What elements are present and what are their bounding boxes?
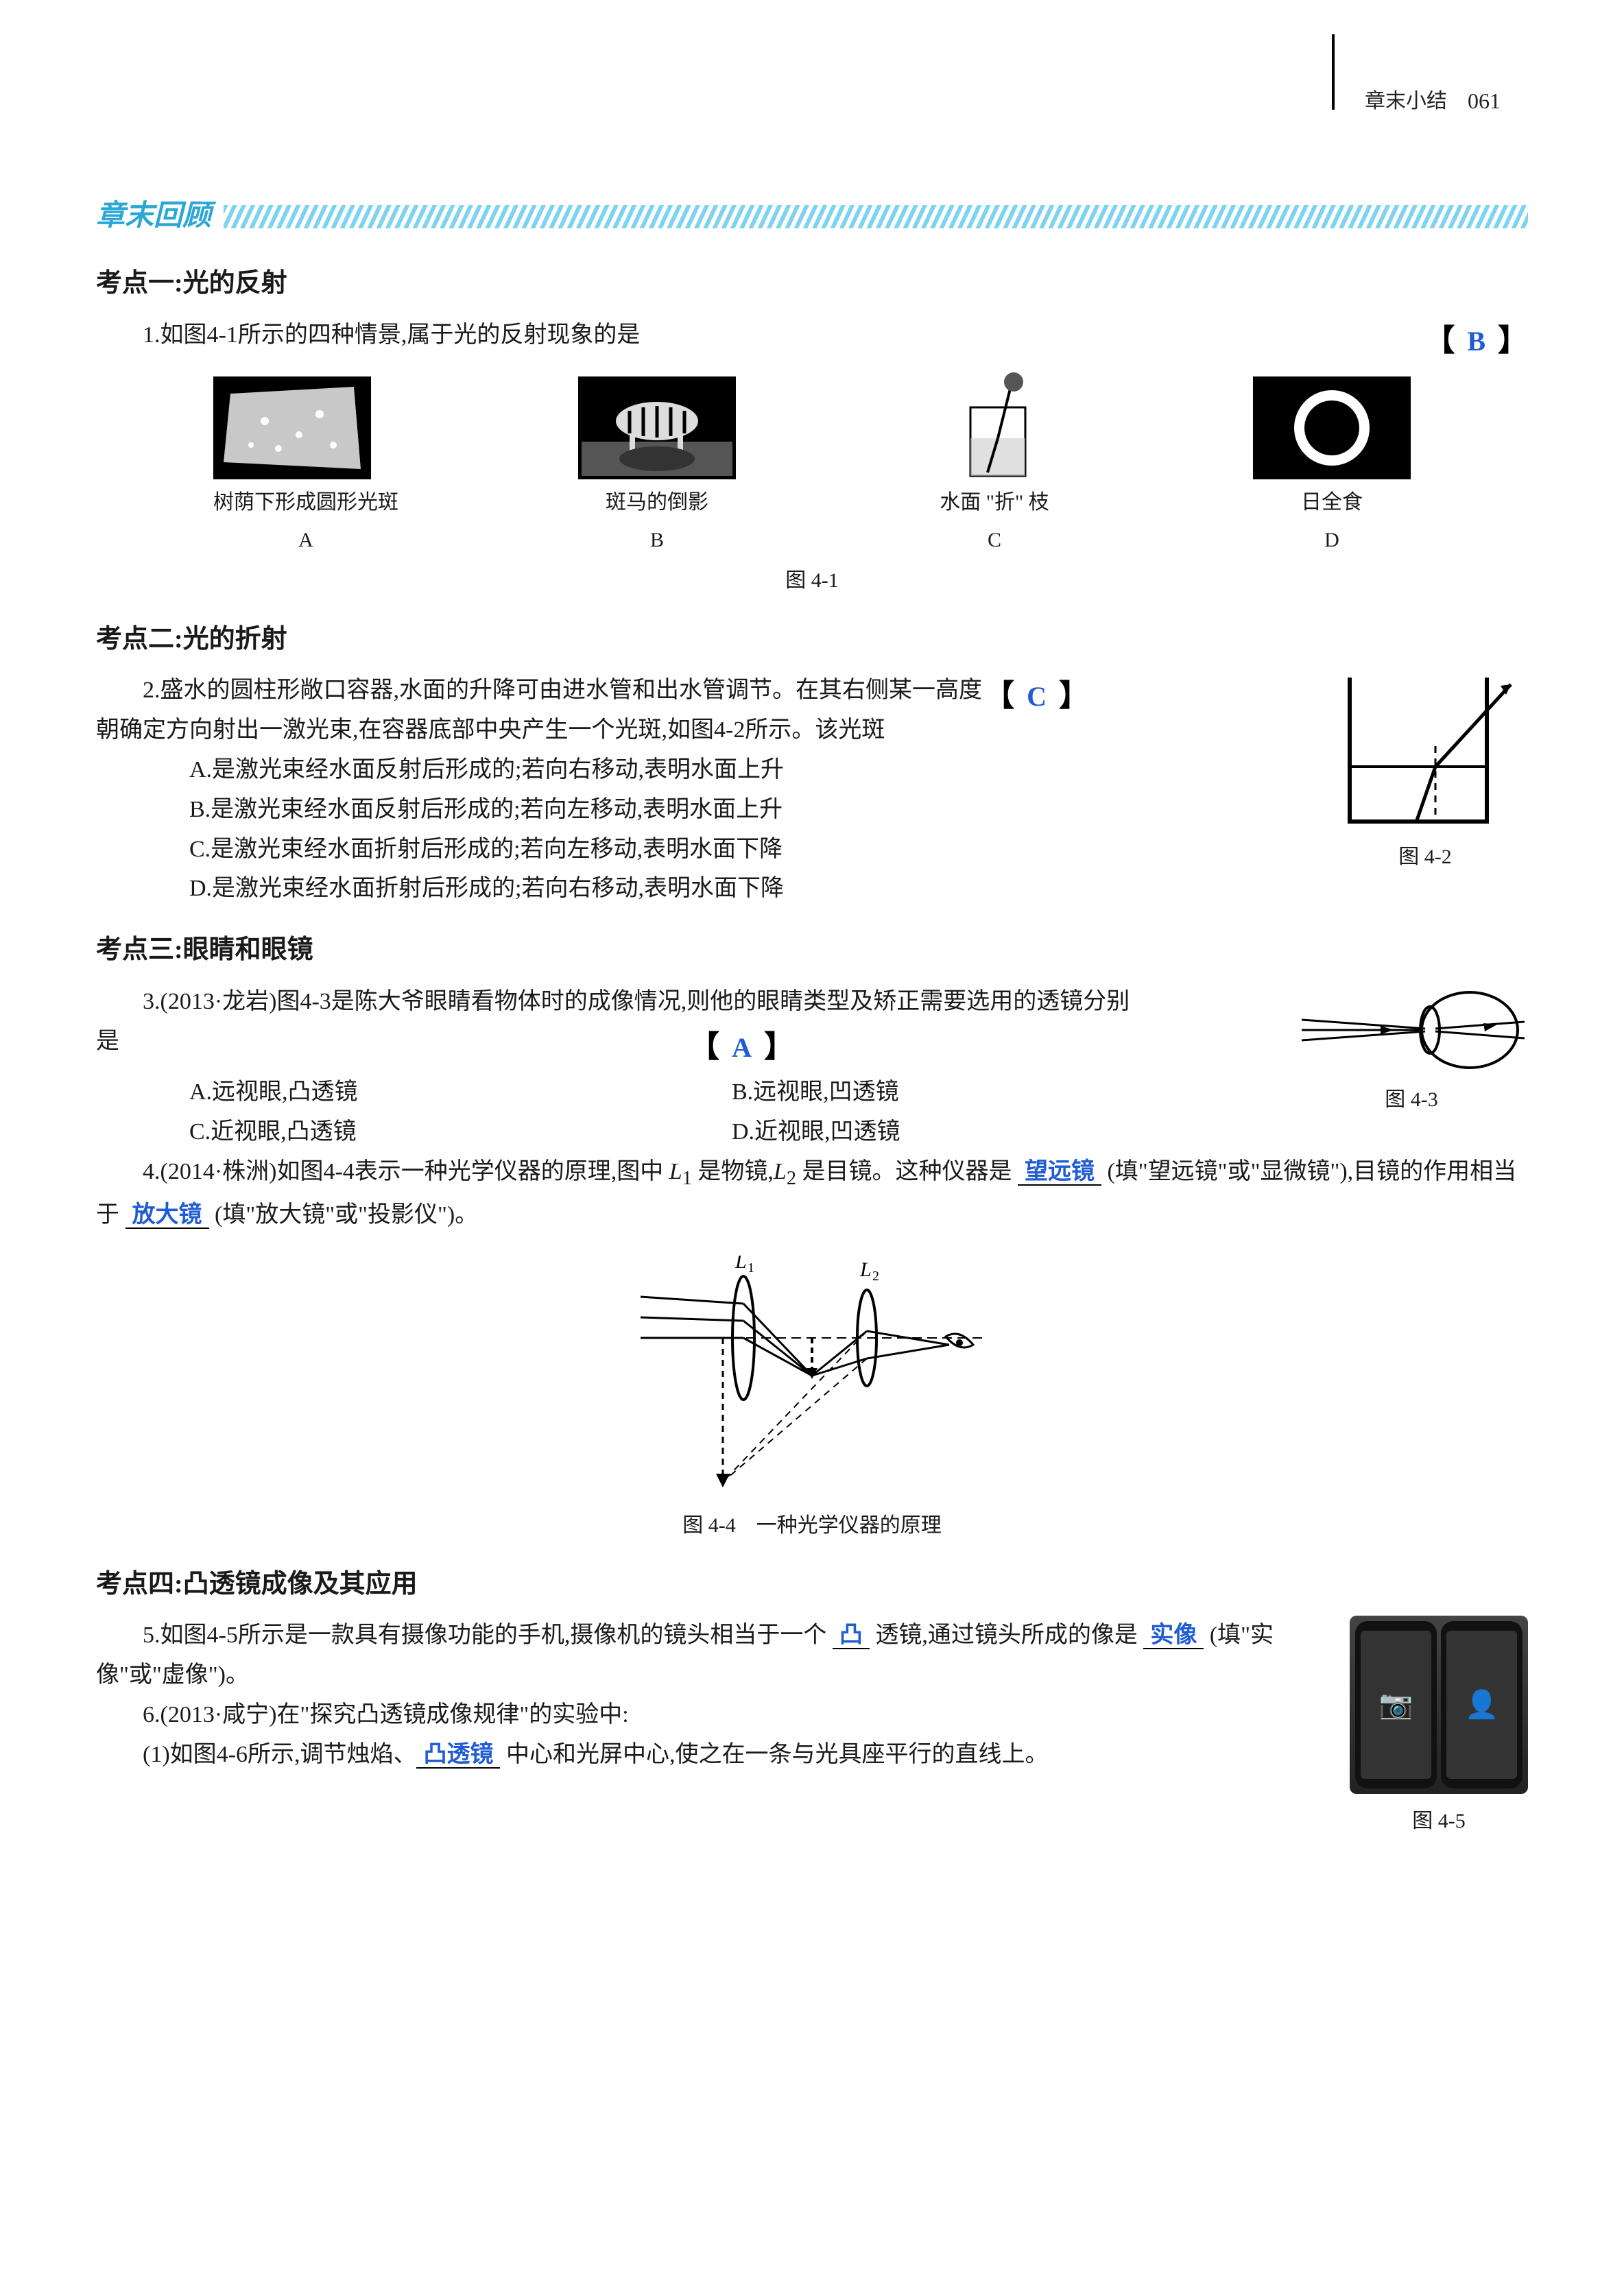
fig-a-caption: 树荫下形成圆形光斑 [213, 485, 398, 520]
q4-pre: 4.(2014·株洲)如图4-4表示一种光学仪器的原理,图中 [143, 1159, 669, 1184]
phone-left: 📷 [1355, 1621, 1437, 1788]
q5-pre: 5.如图4-5所示是一款具有摄像功能的手机,摄像机的镜头相当于一个 [143, 1623, 833, 1648]
zebra-reflection-icon [582, 380, 732, 476]
kaodian-4-title: 考点四:凸透镜成像及其应用 [96, 1562, 1528, 1607]
right-bracket: 】 [1059, 679, 1089, 713]
q3-optA: A.远视眼,凸透镜 [189, 1073, 732, 1112]
q1-answer: B [1461, 326, 1491, 357]
page-header: 章末小结 061 [1365, 82, 1501, 119]
fig-d: 日全食 D [1253, 376, 1411, 558]
q6-blank: 凸透镜 [416, 1742, 500, 1769]
q3-options: A.远视眼,凸透镜 C.近视眼,凸透镜 B.远视眼,凹透镜 D.近视眼,凹透镜 [189, 1073, 1274, 1152]
q3-stem-b: 是 [96, 1022, 119, 1062]
phone-right: 👤 [1441, 1621, 1522, 1788]
fig4-4-label: 图 4-4 一种光学仪器的原理 [96, 1508, 1528, 1543]
telescope-principle-icon: L1 L2 [634, 1256, 990, 1502]
eye-imaging-icon [1298, 982, 1525, 1078]
fig-b-caption: 斑马的倒影 [578, 485, 736, 520]
phone-photo-icon: 📷 👤 [1350, 1616, 1528, 1794]
chapter-label: 章末小结 [1365, 84, 1447, 119]
left-bracket: 【 [1424, 324, 1455, 357]
q3-row: 是 【 A 】 [96, 1022, 1274, 1073]
thumb-b [578, 376, 736, 479]
q5-blank1: 凸 [833, 1623, 870, 1649]
fig4-5-label: 图 4-5 [1350, 1804, 1528, 1839]
left-bracket: 【 [984, 679, 1014, 713]
right-bracket: 】 [1498, 324, 1528, 357]
q4-blank2: 放大镜 [126, 1202, 209, 1229]
q3-optD: D.近视眼,凹透镜 [732, 1112, 1274, 1152]
kaodian-1-title: 考点一:光的反射 [96, 261, 1528, 306]
left-bracket: 【 [689, 1030, 719, 1064]
fig4-2-label: 图 4-2 [1322, 839, 1528, 874]
fig4-4: L1 L2 图 4-4 一种光学仪器的原理 [96, 1256, 1528, 1543]
q1-stem: 1.如图4-1所示的四种情景,属于光的反射现象的是 [96, 315, 1424, 355]
q5-blank2: 实像 [1143, 1623, 1204, 1649]
q4-blank1: 望远镜 [1018, 1159, 1101, 1186]
svg-text:1: 1 [748, 1260, 754, 1276]
fig4-3-label: 图 4-3 [1295, 1082, 1528, 1117]
q5-mid: 透镜,通过镜头所成的像是 [870, 1623, 1144, 1648]
q4-after2: (填"放大镜"或"投影仪")。 [209, 1202, 479, 1228]
fig-c: 水面 "折" 枝 C [916, 376, 1073, 558]
fig-c-letter: C [916, 523, 1073, 558]
fig4-3: 图 4-3 [1295, 982, 1528, 1117]
thumb-c [916, 376, 1073, 479]
eclipse-icon [1263, 376, 1400, 479]
q3-optB: B.远视眼,凹透镜 [732, 1073, 1274, 1112]
fig-b: 斑马的倒影 B [578, 376, 736, 558]
svg-text:L: L [735, 1256, 747, 1273]
fig-d-letter: D [1253, 523, 1411, 558]
kaodian-2-title: 考点二:光的折射 [96, 617, 1528, 662]
q4-sub1: 1 [682, 1168, 692, 1189]
fig4-1-label: 图 4-1 [96, 563, 1528, 598]
q4-mid2: 是目镜。这种仪器是 [796, 1159, 1018, 1184]
q6-sub-after: 中心和光屏中心,使之在一条与光具座平行的直线上。 [500, 1742, 1048, 1767]
q6-sub: (1)如图4-6所示,调节烛焰、凸透镜 中心和光屏中心,使之在一条与光具座平行的… [96, 1735, 1528, 1775]
svg-text:L: L [859, 1258, 872, 1281]
q2-stem: 2.盛水的圆柱形敞口容器,水面的升降可由进水管和出水管调节。在其右侧某一高度朝确… [96, 671, 984, 750]
thumb-a [213, 376, 371, 479]
q2-optD: D.是激光束经水面折射后形成的;若向右移动,表明水面下降 [189, 869, 1528, 909]
fig4-5: 📷 👤 图 4-5 [1350, 1616, 1528, 1839]
q4-sub2: 2 [787, 1168, 796, 1189]
q1-row: 1.如图4-1所示的四种情景,属于光的反射现象的是 【 B 】 [96, 315, 1528, 367]
section-title: 章末回顾 [96, 192, 211, 241]
q2-row: 2.盛水的圆柱形敞口容器,水面的升降可由进水管和出水管调节。在其右侧某一高度朝确… [96, 671, 1302, 750]
q3-answer-bracket: 【 A 】 [689, 1022, 794, 1073]
q2-answer-bracket: 【 C 】 [984, 671, 1089, 722]
kaodian-3-title: 考点三:眼睛和眼镜 [96, 928, 1528, 972]
fig-a-letter: A [213, 523, 398, 558]
fig-b-letter: B [578, 523, 736, 558]
q4-text: 4.(2014·株洲)如图4-4表示一种光学仪器的原理,图中 L1 是物镜,L2… [96, 1152, 1528, 1235]
fig-d-caption: 日全食 [1253, 485, 1411, 520]
tree-spots-icon [217, 380, 368, 476]
q3-optC: C.近视眼,凸透镜 [189, 1112, 732, 1152]
q6-sub-pre: (1)如图4-6所示,调节烛焰、 [143, 1742, 416, 1767]
q4-L2: L [774, 1159, 787, 1184]
q1-answer-bracket: 【 B 】 [1424, 315, 1528, 367]
svg-text:2: 2 [872, 1269, 879, 1284]
q1-figure-row: 树荫下形成圆形光斑 A 斑马的倒影 B [123, 376, 1501, 558]
fig-a: 树荫下形成圆形光斑 A [213, 376, 398, 558]
q6-stem: 6.(2013·咸宁)在"探究凸透镜成像规律"的实验中: [96, 1695, 1528, 1735]
header-divider [1332, 34, 1335, 110]
thumb-d [1253, 376, 1411, 479]
q5-text: 5.如图4-5所示是一款具有摄像功能的手机,摄像机的镜头相当于一个 凸 透镜,通… [96, 1616, 1528, 1695]
page-number: 061 [1468, 82, 1501, 119]
q3-answer: A [726, 1032, 757, 1063]
q4-L1: L [669, 1159, 682, 1184]
q4-mid1: 是物镜, [692, 1159, 774, 1184]
refraction-glass-icon [933, 370, 1056, 486]
right-bracket: 】 [764, 1030, 794, 1064]
fig-c-caption: 水面 "折" 枝 [916, 485, 1073, 520]
container-laser-icon [1336, 671, 1514, 835]
q2-answer: C [1021, 681, 1052, 712]
hatch-decor [224, 205, 1528, 228]
fig4-2: 图 4-2 [1322, 671, 1528, 874]
section-title-bar: 章末回顾 [96, 192, 1528, 241]
